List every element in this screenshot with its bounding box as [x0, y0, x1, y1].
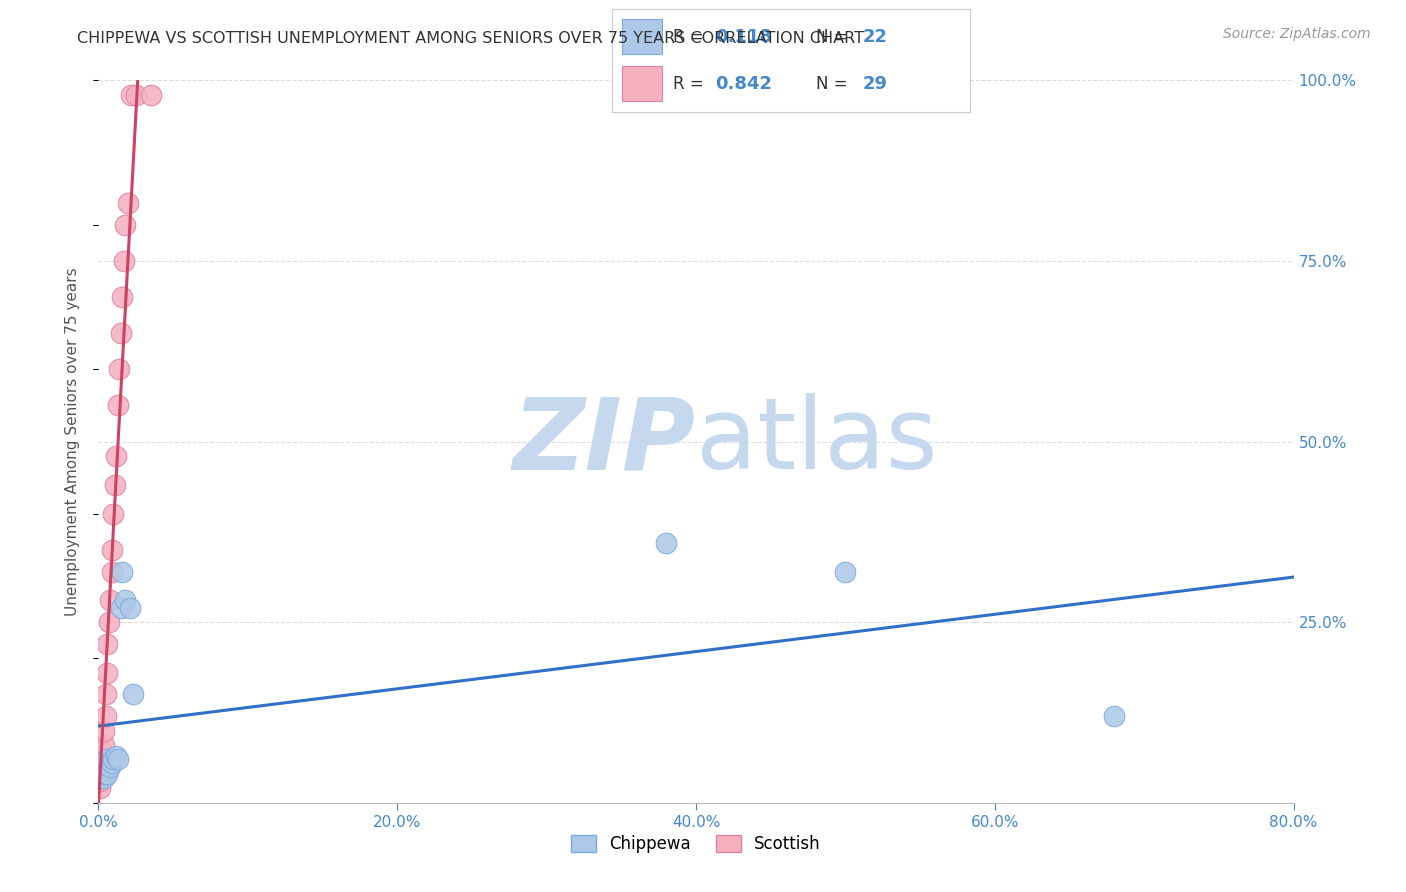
Point [104, 478, 127, 492]
Point [105, 449, 128, 463]
Point [91, 745, 114, 759]
Text: R =: R = [672, 75, 709, 93]
Point [93, 771, 115, 785]
Text: ZIP: ZIP [513, 393, 696, 490]
Point [655, 535, 678, 549]
Point [111, 290, 134, 304]
Point [93, 723, 115, 738]
Text: N =: N = [815, 28, 853, 45]
Point [101, 756, 124, 770]
Point [96, 767, 118, 781]
Point [1104, 709, 1126, 723]
Point [120, 87, 142, 102]
Point [90, 752, 112, 766]
Point [834, 565, 856, 579]
Bar [623, 66, 662, 101]
Point [114, 218, 136, 232]
Point [108, 362, 131, 376]
Point [105, 748, 128, 763]
Point [93, 738, 115, 752]
Point [97, 756, 120, 770]
Point [98, 593, 122, 607]
Point [114, 593, 136, 607]
Point [118, 600, 141, 615]
Text: 0.842: 0.842 [716, 75, 772, 93]
Text: atlas: atlas [696, 393, 938, 490]
Point [101, 542, 124, 557]
Point [90, 767, 112, 781]
Point [94, 752, 117, 766]
Point [91, 760, 114, 774]
Y-axis label: Unemployment Among Seniors over 75 years: Unemployment Among Seniors over 75 years [65, 268, 80, 615]
Legend: Chippewa, Scottish: Chippewa, Scottish [564, 828, 828, 860]
Point [121, 687, 143, 701]
Point [89, 774, 111, 789]
Point [94, 687, 117, 701]
Text: N =: N = [815, 75, 853, 93]
Point [97, 615, 120, 630]
Point [90, 767, 112, 781]
Point [91, 760, 114, 774]
Point [103, 752, 125, 766]
Point [89, 771, 111, 785]
Point [94, 709, 117, 723]
Point [96, 637, 118, 651]
Point [107, 398, 129, 412]
Point [111, 565, 134, 579]
Point [125, 87, 148, 102]
Point [110, 326, 132, 340]
Text: Source: ZipAtlas.com: Source: ZipAtlas.com [1223, 27, 1371, 41]
Point [98, 760, 122, 774]
Bar [623, 19, 662, 54]
Text: R =: R = [672, 28, 709, 45]
Point [107, 752, 129, 766]
Text: 0.118: 0.118 [716, 28, 772, 45]
Text: CHIPPEWA VS SCOTTISH UNEMPLOYMENT AMONG SENIORS OVER 75 YEARS CORRELATION CHART: CHIPPEWA VS SCOTTISH UNEMPLOYMENT AMONG … [77, 31, 865, 46]
Point [94, 767, 117, 781]
Point [103, 507, 125, 521]
Point [101, 565, 124, 579]
Point [93, 760, 115, 774]
Point [112, 253, 135, 268]
Point [139, 87, 162, 102]
Point [110, 600, 132, 615]
Text: 22: 22 [862, 28, 887, 45]
Text: 29: 29 [862, 75, 887, 93]
Point [117, 196, 139, 211]
Point [89, 781, 111, 796]
Point [96, 665, 118, 680]
